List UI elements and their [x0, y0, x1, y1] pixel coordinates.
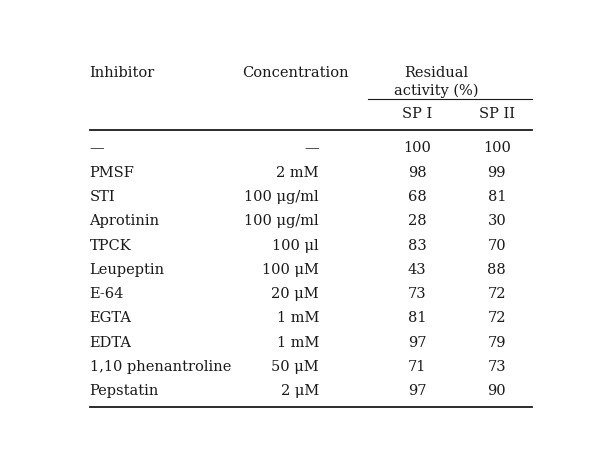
Text: SP II: SP II — [479, 107, 515, 121]
Text: EGTA: EGTA — [89, 311, 132, 325]
Text: 100: 100 — [483, 141, 511, 155]
Text: SP I: SP I — [402, 107, 432, 121]
Text: 83: 83 — [408, 238, 426, 252]
Text: 72: 72 — [487, 287, 506, 300]
Text: 81: 81 — [487, 190, 506, 204]
Text: 90: 90 — [487, 383, 506, 398]
Text: 73: 73 — [487, 359, 506, 373]
Text: 98: 98 — [408, 165, 426, 179]
Text: 28: 28 — [408, 214, 426, 228]
Text: —: — — [89, 141, 104, 155]
Text: 100 μg/ml: 100 μg/ml — [244, 214, 319, 228]
Text: STI: STI — [89, 190, 115, 204]
Text: 1 mM: 1 mM — [277, 311, 319, 325]
Text: 20 μM: 20 μM — [271, 287, 319, 300]
Text: 2 μM: 2 μM — [281, 383, 319, 398]
Text: 97: 97 — [408, 383, 426, 398]
Text: 99: 99 — [487, 165, 506, 179]
Text: 50 μM: 50 μM — [271, 359, 319, 373]
Text: 81: 81 — [408, 311, 426, 325]
Text: 30: 30 — [487, 214, 506, 228]
Text: Concentration: Concentration — [242, 66, 349, 80]
Text: 2 mM: 2 mM — [277, 165, 319, 179]
Text: 73: 73 — [408, 287, 426, 300]
Text: Inhibitor: Inhibitor — [89, 66, 155, 80]
Text: 1 mM: 1 mM — [277, 335, 319, 349]
Text: 100 μM: 100 μM — [262, 263, 319, 276]
Text: 68: 68 — [408, 190, 426, 204]
Text: 100: 100 — [403, 141, 431, 155]
Text: PMSF: PMSF — [89, 165, 135, 179]
Text: 43: 43 — [408, 263, 426, 276]
Text: 79: 79 — [487, 335, 506, 349]
Text: 97: 97 — [408, 335, 426, 349]
Text: 70: 70 — [487, 238, 506, 252]
Text: E-64: E-64 — [89, 287, 124, 300]
Text: Residual
activity (%): Residual activity (%) — [394, 66, 478, 98]
Text: 71: 71 — [408, 359, 426, 373]
Text: Leupeptin: Leupeptin — [89, 263, 165, 276]
Text: EDTA: EDTA — [89, 335, 132, 349]
Text: Pepstatin: Pepstatin — [89, 383, 159, 398]
Text: 88: 88 — [487, 263, 506, 276]
Text: TPCK: TPCK — [89, 238, 131, 252]
Text: 100 μg/ml: 100 μg/ml — [244, 190, 319, 204]
Text: 72: 72 — [487, 311, 506, 325]
Text: 100 μl: 100 μl — [272, 238, 319, 252]
Text: 1,10 phenantroline: 1,10 phenantroline — [89, 359, 231, 373]
Text: —: — — [304, 141, 319, 155]
Text: Aprotinin: Aprotinin — [89, 214, 159, 228]
